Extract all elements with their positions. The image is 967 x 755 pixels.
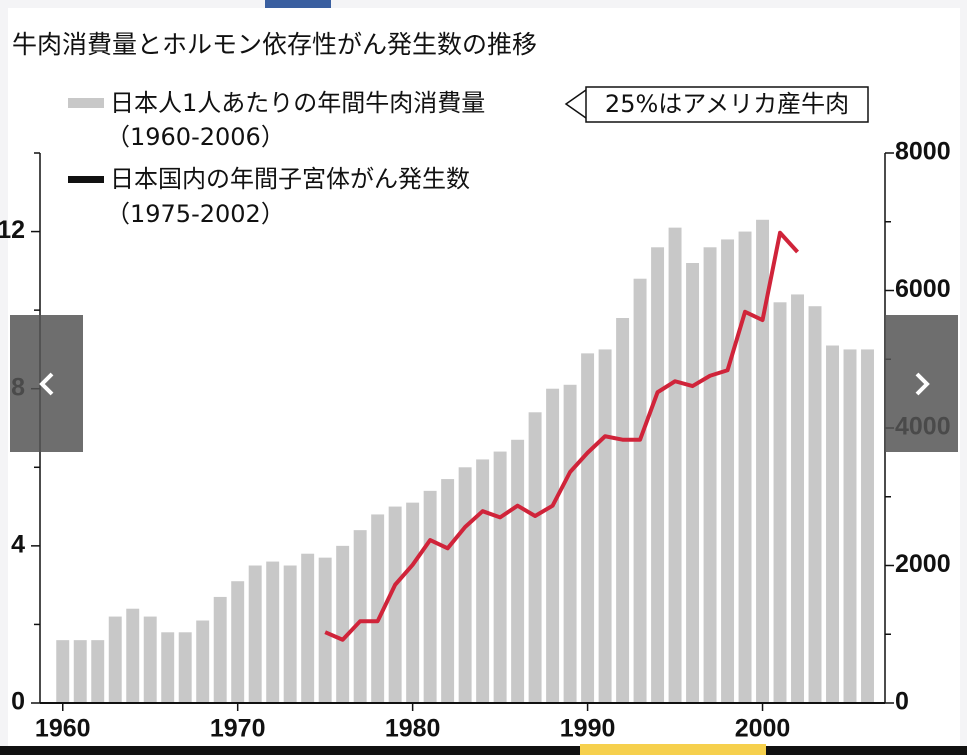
bar [826,345,839,703]
x-tick-label: 1990 [560,715,616,743]
annotation: 25%はアメリカ産牛肉 [605,90,849,118]
nav-prev[interactable] [10,315,83,452]
y-tick-label: 12 [0,216,25,244]
bar [458,467,472,703]
nav-next[interactable] [885,315,958,452]
bar [756,219,770,704]
y-tick-label: 0 [11,688,25,716]
y2-tick-label: 0 [895,688,909,716]
annotation-pointer [564,89,587,119]
plot: 0481202000400060008000196019701980199020… [0,138,951,743]
bar [353,530,367,703]
bar [231,581,245,703]
tab-indicator[interactable] [265,0,331,8]
bar [73,640,87,703]
bar [493,451,507,703]
bar [406,502,420,703]
line [324,230,800,642]
chart-title: 牛肉消費量とホルモン依存性がん発生数の推移 [12,30,537,59]
legend-period: （1960-2006） [106,123,285,151]
bar [598,349,612,703]
bar [56,640,70,703]
bar [108,616,122,703]
bar [213,596,227,703]
bar [388,506,402,703]
bar [371,514,385,703]
bar [196,620,210,703]
bar [721,239,735,703]
legend-swatch-line [68,176,104,183]
nav-next-icon [915,372,930,396]
bar [423,490,437,703]
bar [248,565,262,703]
y-tick-label: 4 [11,530,25,558]
legend-label: 日本国内の年間子宮体がん発生数 [110,165,470,193]
x-tick-label: 1960 [35,715,91,743]
bar [336,545,350,703]
bar [511,439,525,703]
bar [301,553,315,703]
bar [791,294,804,703]
x-tick-label: 1980 [385,715,441,743]
bar [476,459,490,703]
bar [861,349,874,703]
bar [143,616,157,703]
bar [528,412,542,703]
legend-swatch-bar [68,98,104,108]
bar [266,561,280,703]
y2-tick-label: 8000 [895,138,951,166]
bar [563,384,577,703]
bottom-bar [0,746,967,755]
bar [318,557,332,703]
bar [441,479,455,703]
bar [581,353,595,703]
bottom-highlight[interactable] [580,744,766,755]
bar [773,302,787,703]
nav-prev-icon [39,372,54,396]
nav-prev-box[interactable] [10,315,83,452]
bar [686,263,700,703]
bar [178,632,192,703]
bar [161,632,175,703]
bar [546,388,560,703]
bar [651,247,665,704]
bar [703,247,717,704]
bar [91,640,105,703]
bar [633,278,647,703]
x-tick-label: 1970 [210,715,266,743]
bar [126,608,140,703]
bar [808,306,822,703]
legend-period: （1975-2002） [106,200,285,228]
bar [738,231,752,704]
top-bar [0,0,967,8]
annotation-box [585,86,869,123]
x-tick-label: 2000 [735,715,791,743]
bar [843,349,857,703]
nav-next-box[interactable] [885,315,958,452]
chart: 0481202000400060008000196019701980199020… [0,30,951,743]
bar [616,318,630,703]
bar [668,227,682,703]
legend-label: 日本人1人あたりの年間牛肉消費量 [110,89,485,117]
y2-tick-label: 6000 [895,275,951,303]
bar [283,565,297,703]
y2-tick-label: 2000 [895,550,951,578]
